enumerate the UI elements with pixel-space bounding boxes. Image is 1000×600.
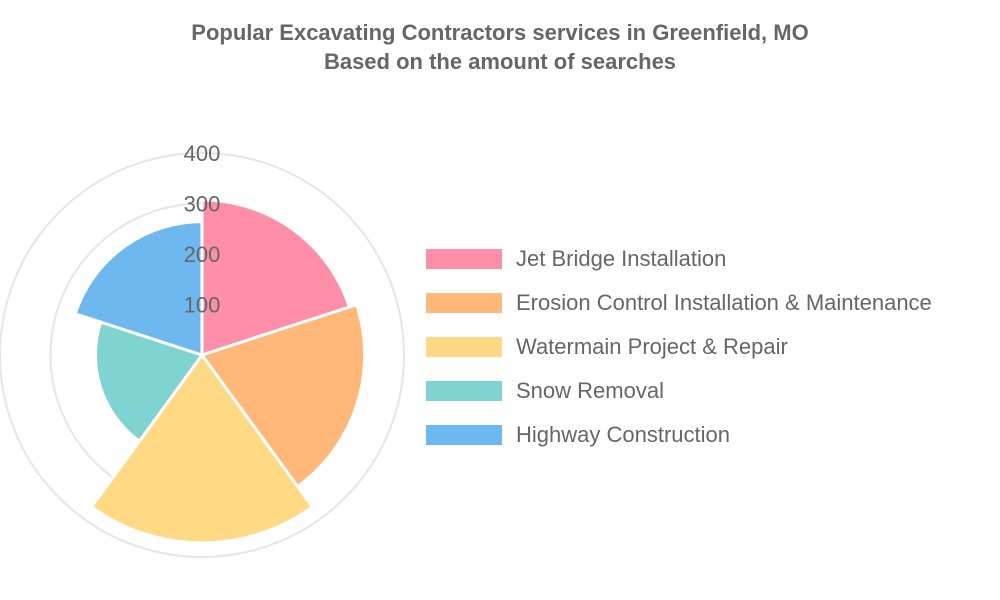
tick-label-300: 300 — [184, 192, 221, 217]
legend-swatch — [426, 381, 502, 401]
tick-label-200: 200 — [184, 242, 221, 267]
legend-item[interactable]: Jet Bridge Installation — [426, 246, 932, 271]
legend-swatch — [426, 249, 502, 269]
legend-swatch — [426, 293, 502, 313]
slice-watermain-project-repair[interactable] — [90, 353, 314, 545]
legend-item[interactable]: Snow Removal — [426, 378, 932, 403]
legend-item[interactable]: Erosion Control Installation & Maintenan… — [426, 290, 932, 315]
legend-item[interactable]: Highway Construction — [426, 422, 932, 447]
tick-label-100: 100 — [184, 293, 221, 318]
grid-ring-400 — [0, 152, 405, 558]
tick-label-400: 400 — [184, 141, 221, 166]
legend-label: Watermain Project & Repair — [516, 334, 788, 359]
legend-item[interactable]: Watermain Project & Repair — [426, 334, 932, 359]
legend-label: Snow Removal — [516, 378, 664, 403]
chart-title: Popular Excavating Contractors services … — [191, 20, 809, 45]
legend-label: Jet Bridge Installation — [516, 246, 727, 271]
slice-snow-removal[interactable] — [93, 320, 204, 443]
legend-label: Highway Construction — [516, 422, 730, 447]
slice-erosion-control-installation-maintenance[interactable] — [200, 303, 367, 489]
slices — [73, 198, 367, 545]
slice-jet-bridge-installation[interactable] — [200, 198, 351, 357]
legend-swatch — [426, 425, 502, 445]
chart-subtitle: Based on the amount of searches — [323, 49, 677, 74]
legend-label: Erosion Control Installation & Maintenan… — [516, 290, 932, 315]
radial-ticks: 100 200 300 400 — [184, 141, 221, 318]
legend: Jet Bridge Installation Erosion Control I… — [426, 246, 932, 468]
slice-highway-construction[interactable] — [73, 220, 204, 357]
legend-swatch — [426, 337, 502, 357]
